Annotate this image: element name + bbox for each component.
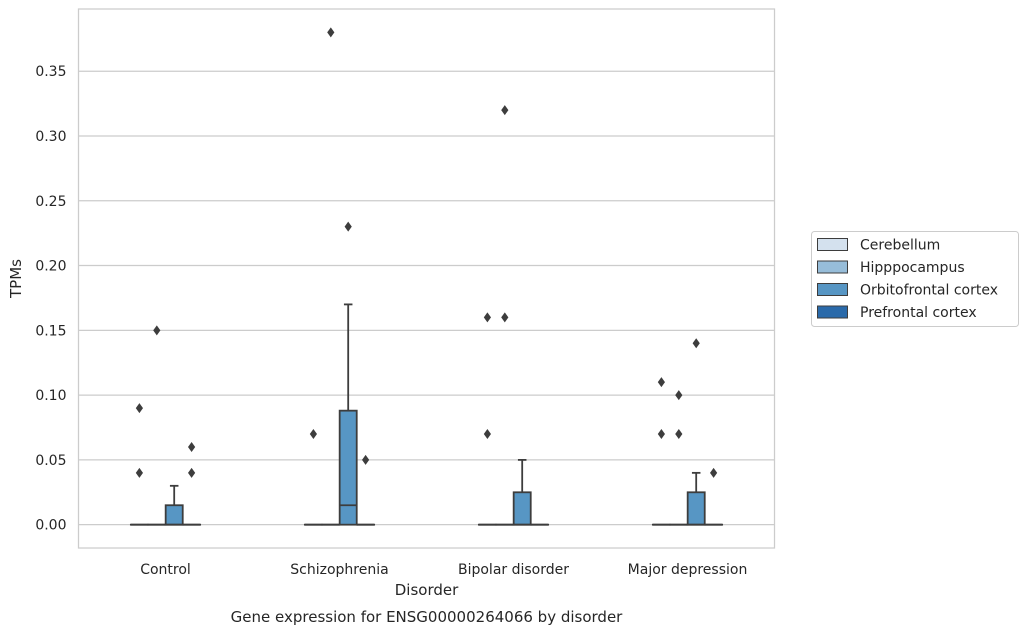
y-axis-title: TPMs: [7, 259, 25, 299]
y-tick-label: 0.25: [35, 194, 66, 210]
box: [512, 491, 532, 526]
y-tick-label: 0.35: [35, 64, 66, 80]
outlier-point: [675, 428, 683, 439]
outlier-point: [327, 27, 335, 38]
x-tick-label: Control: [140, 562, 191, 578]
y-tick-label: 0.30: [35, 129, 66, 145]
x-axis-title: Disorder: [395, 581, 459, 599]
outlier-point: [657, 377, 665, 388]
box: [164, 504, 184, 526]
outlier-point: [188, 467, 196, 478]
outlier-point: [501, 312, 509, 323]
outlier-point: [692, 338, 700, 349]
outlier-point: [135, 467, 143, 478]
outlier-point: [309, 428, 317, 439]
box-group: [303, 428, 323, 526]
chart-caption: Gene expression for ENSG00000264066 by d…: [231, 608, 624, 626]
outlier-point: [344, 221, 352, 232]
x-tick-label: Major depression: [628, 562, 748, 578]
box-group: [669, 390, 689, 526]
legend: Cerebellum Hipppocampus Orbitofrontal cort…: [811, 231, 1019, 327]
outlier-point: [483, 312, 491, 323]
x-tick-label: Schizophrenia: [290, 562, 388, 578]
legend-label: Orbitofrontal cortex: [860, 283, 998, 299]
outlier-point: [657, 428, 665, 439]
outlier-point: [675, 390, 683, 401]
outlier-point: [188, 441, 196, 452]
legend-swatch: [817, 283, 848, 296]
box-group: [321, 27, 341, 526]
legend-label: Cerebellum: [860, 238, 940, 254]
box-group: [164, 484, 184, 526]
box-group: [651, 377, 671, 526]
box-group: [686, 338, 706, 526]
y-tick-label: 0.05: [35, 453, 66, 469]
outlier-point: [483, 428, 491, 439]
outlier-point: [710, 467, 718, 478]
outlier-point: [501, 105, 509, 116]
y-tick-label: 0.10: [35, 388, 66, 404]
outlier-point: [135, 403, 143, 414]
box-group: [512, 458, 532, 526]
box-group: [477, 312, 497, 526]
x-tick-labels: Control Schizophrenia Bipolar disorder Majo…: [140, 562, 747, 578]
box-group: [356, 454, 376, 526]
legend-frame: [811, 231, 1019, 327]
legend-swatch: [817, 238, 848, 251]
legend-label: Hipppocampus: [860, 260, 965, 276]
box: [686, 491, 706, 526]
legend-swatch: [817, 305, 848, 319]
plot-frame: [77, 8, 776, 549]
y-tick-labels: 0.00 0.05 0.10 0.15 0.20 0.25 0.30 0.35: [35, 64, 66, 533]
box-group: [182, 441, 202, 526]
box-group: [129, 403, 149, 526]
box-marks: [129, 27, 724, 526]
legend-swatch: [817, 260, 848, 274]
legend-label: Prefrontal cortex: [860, 305, 977, 321]
y-tick-label: 0.15: [35, 323, 66, 339]
outlier-point: [153, 325, 161, 336]
box-group: [704, 467, 724, 526]
grid-lines: [78, 70, 775, 526]
box: [338, 409, 358, 526]
box-group: [495, 105, 515, 526]
outlier-point: [362, 454, 370, 465]
y-tick-label: 0.00: [35, 518, 66, 534]
y-tick-label: 0.20: [35, 259, 66, 275]
box-group: [338, 221, 358, 526]
x-tick-label: Bipolar disorder: [458, 562, 569, 578]
box-group: [147, 325, 167, 526]
